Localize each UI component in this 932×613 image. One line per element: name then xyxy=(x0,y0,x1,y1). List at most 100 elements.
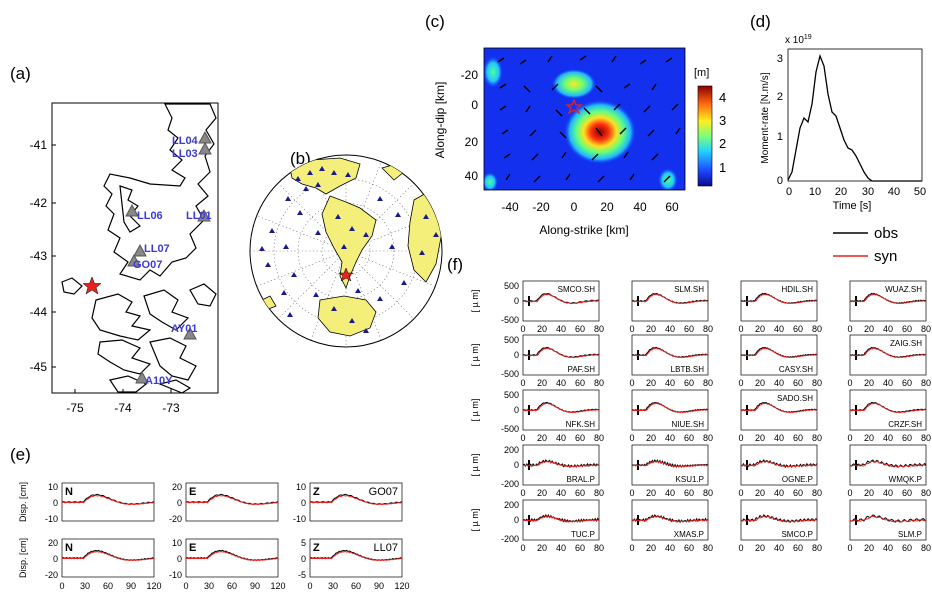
x-tick: 40 xyxy=(665,324,675,334)
y-tick: 0 xyxy=(301,498,306,508)
x-tick: 80 xyxy=(703,433,713,443)
y-tick: 0 xyxy=(177,554,182,564)
legend-obs: obs xyxy=(874,225,898,242)
syn-trace xyxy=(631,460,709,468)
x-tick: 80 xyxy=(921,488,931,498)
station-label: LL04 xyxy=(172,135,199,147)
y-tick: 20 xyxy=(48,538,58,548)
station-label: ZAIG.SH xyxy=(890,339,922,348)
x-tick: 40 xyxy=(883,543,893,553)
x-tick: 20 xyxy=(755,324,765,334)
x-tick: 80 xyxy=(594,488,604,498)
x-tick: 40 xyxy=(633,200,647,214)
y-tick: 0 xyxy=(514,350,519,360)
y-tick: -20 xyxy=(45,570,58,580)
colorbar-tick: 4 xyxy=(719,90,726,105)
x-tick: 80 xyxy=(703,324,713,334)
panel-c: (c) xyxy=(425,12,726,237)
x-tick: 20 xyxy=(646,433,656,443)
syn-trace xyxy=(741,293,818,305)
station-label: XMAS.P xyxy=(674,530,704,539)
x-tick: 0 xyxy=(629,488,634,498)
x-tick: -74 xyxy=(114,401,132,415)
x-tick: -20 xyxy=(532,200,550,214)
x-tick: 60 xyxy=(793,378,803,388)
station-label: WMQK.P xyxy=(889,475,922,484)
d-x-ticks: 0 10 20 30 40 50 xyxy=(786,186,926,198)
obs-trace xyxy=(61,549,155,561)
x-tick: 40 xyxy=(883,378,893,388)
f-ylabel: [ µ m] xyxy=(470,454,480,477)
x-tick: 0 xyxy=(571,200,578,214)
syn-trace xyxy=(522,460,600,468)
x-tick: 40 xyxy=(556,324,566,334)
hypocenter-star xyxy=(565,98,583,115)
x-tick: 60 xyxy=(684,543,694,553)
y-tick: 20 xyxy=(172,482,182,492)
syn-trace xyxy=(522,402,600,414)
obs-trace xyxy=(631,402,709,413)
x-tick: 60 xyxy=(902,488,912,498)
station-label: LL03 xyxy=(172,148,198,160)
x-tick: 60 xyxy=(575,433,585,443)
station-labels: LL04 LL03 LL06 LL01 LL07 GO07 AY01 A10Y xyxy=(133,135,212,387)
x-tick: -73 xyxy=(162,401,180,415)
syn-trace xyxy=(62,550,155,562)
x-tick: 20 xyxy=(646,378,656,388)
x-tick: -40 xyxy=(501,200,519,214)
y-tick: -200 xyxy=(501,534,519,544)
x-tick: 20 xyxy=(600,200,614,214)
x-tick: 0 xyxy=(307,581,312,591)
x-tick: 0 xyxy=(520,488,525,498)
exponent-base: x 10 xyxy=(785,35,804,46)
syn-trace xyxy=(310,550,403,562)
coastline xyxy=(61,103,217,394)
map-x-ticks: -75 -74 -73 xyxy=(66,389,180,415)
x-tick: 80 xyxy=(812,488,822,498)
station-label: NFK.SH xyxy=(566,420,596,429)
station-label: OGNE.P xyxy=(782,475,813,484)
component-label: Z xyxy=(313,486,320,498)
colorbar-unit: [m] xyxy=(694,67,709,79)
f-ylabel: [ µ m] xyxy=(470,399,480,422)
panel-f-label: (f) xyxy=(447,255,463,274)
component-label: Z xyxy=(313,542,320,554)
colorbar-tick: 1 xyxy=(719,160,726,175)
y-tick: 2 xyxy=(777,91,783,103)
obs-trace xyxy=(849,292,927,304)
y-tick: 0 xyxy=(53,498,58,508)
x-tick: 0 xyxy=(738,543,743,553)
x-tick: 80 xyxy=(812,378,822,388)
x-tick: 60 xyxy=(575,488,585,498)
station-label: LL01 xyxy=(186,210,212,222)
x-tick: 20 xyxy=(755,378,765,388)
x-tick: 40 xyxy=(774,378,784,388)
d-xlabel: Time [s] xyxy=(833,200,872,212)
x-tick: 60 xyxy=(684,378,694,388)
x-tick: 60 xyxy=(575,543,585,553)
x-tick: 0 xyxy=(520,324,525,334)
f-ylabel: [ µ m] xyxy=(470,290,480,313)
station-label: SMCO.SH xyxy=(558,285,596,294)
station-label: SADO.SH xyxy=(777,394,813,403)
component-label: E xyxy=(189,486,196,498)
panel-d-label: (d) xyxy=(750,12,771,31)
x-tick: 20 xyxy=(646,488,656,498)
x-tick: 40 xyxy=(556,433,566,443)
y-tick: 0 xyxy=(514,405,519,415)
y-tick: -44 xyxy=(30,305,48,319)
x-tick: 60 xyxy=(351,581,361,591)
y-tick: 0 xyxy=(177,498,182,508)
x-tick: 20 xyxy=(864,488,874,498)
x-tick: 20 xyxy=(755,488,765,498)
map-y-ticks: -41 -42 -43 -44 -45 xyxy=(30,138,56,374)
station-label: TUC.P xyxy=(571,530,595,539)
x-tick: 30 xyxy=(328,581,338,591)
x-tick: 120 xyxy=(270,581,285,591)
x-tick: 80 xyxy=(812,543,822,553)
syn-trace xyxy=(740,347,818,359)
syn-trace xyxy=(631,293,709,305)
globe-projection xyxy=(250,155,442,347)
exponent-label: x 1019 xyxy=(785,34,812,46)
